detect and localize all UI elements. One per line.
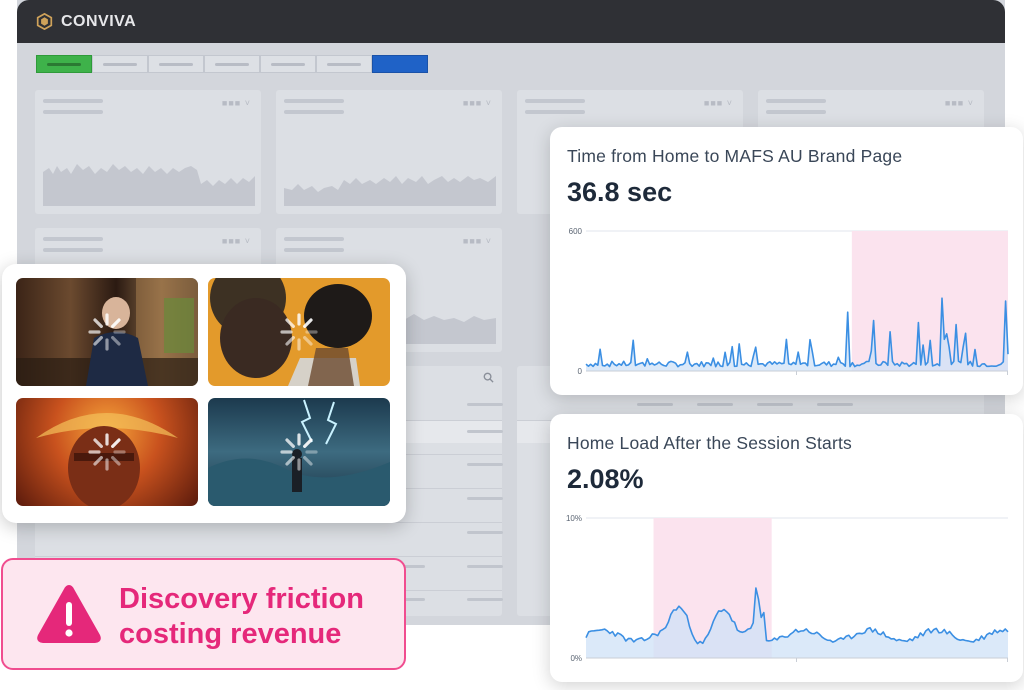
y-axis-max-label: 10% xyxy=(566,514,582,523)
thumbnail-1[interactable] xyxy=(16,278,198,386)
tab-1[interactable] xyxy=(36,55,92,73)
friction-alert-banner: Discovery friction costing revenue xyxy=(1,558,406,670)
tab-6[interactable] xyxy=(316,55,372,73)
warning-triangle-icon xyxy=(37,585,101,643)
series-area xyxy=(586,298,1008,371)
thumbnail-2[interactable] xyxy=(208,278,390,386)
series-line xyxy=(585,587,1009,645)
card-menu-icon[interactable]: ■■■ ˅ xyxy=(462,98,492,108)
tab-4[interactable] xyxy=(204,55,260,73)
tab-3[interactable] xyxy=(148,55,204,73)
loading-spinner-icon xyxy=(280,433,318,471)
loading-spinner-icon xyxy=(88,313,126,351)
metric-title: Home Load After the Session Starts xyxy=(567,433,853,453)
alert-line-2: costing revenue xyxy=(119,618,342,650)
y-axis-min-label: 0% xyxy=(570,654,582,663)
y-axis-max-label: 600 xyxy=(569,227,583,236)
y-axis-min-label: 0 xyxy=(578,367,583,376)
metric-card-home-load[interactable]: Home Load After the Session Starts 2.08%… xyxy=(550,414,1023,682)
tab-2[interactable] xyxy=(92,55,148,73)
tab-5[interactable] xyxy=(260,55,316,73)
series-area xyxy=(586,588,1008,658)
thumbnail-3[interactable] xyxy=(16,398,198,506)
card-menu-icon[interactable]: ■■■ ˅ xyxy=(944,98,974,108)
metric-title: Time from Home to MAFS AU Brand Page xyxy=(567,146,903,166)
metric-1-line-chart: 600 0 xyxy=(569,227,1009,376)
brand-name: CONVIVA xyxy=(61,12,137,30)
dashboard-card: ■■■ ˅ xyxy=(35,90,261,214)
thumbnail-4[interactable] xyxy=(208,398,390,506)
loading-spinner-icon xyxy=(88,433,126,471)
sparkline-chart xyxy=(284,176,496,206)
card-menu-icon[interactable]: ■■■ ˅ xyxy=(462,236,492,246)
dashboard-card: ■■■ ˅ xyxy=(276,90,502,214)
card-menu-icon[interactable]: ■■■ ˅ xyxy=(221,98,251,108)
card-menu-icon[interactable]: ■■■ ˅ xyxy=(221,236,251,246)
conviva-logo-icon xyxy=(36,13,53,30)
content-thumbnails-card xyxy=(2,264,406,523)
series-line xyxy=(585,297,1009,368)
sparkline-chart xyxy=(43,164,255,206)
metric-value: 2.08% xyxy=(567,464,644,494)
card-menu-icon[interactable]: ■■■ ˅ xyxy=(703,98,733,108)
dashboard-tabs xyxy=(36,55,428,73)
search-icon[interactable] xyxy=(483,372,494,383)
apply-button[interactable] xyxy=(372,55,428,73)
alert-line-1: Discovery friction xyxy=(119,583,364,615)
app-header: CONVIVA xyxy=(17,0,1005,43)
metric-card-brand-page-time[interactable]: Time from Home to MAFS AU Brand Page 36.… xyxy=(550,127,1023,395)
loading-spinner-icon xyxy=(280,313,318,351)
metric-value: 36.8 sec xyxy=(567,177,673,207)
metric-2-line-chart: 10% 0% xyxy=(566,514,1009,663)
